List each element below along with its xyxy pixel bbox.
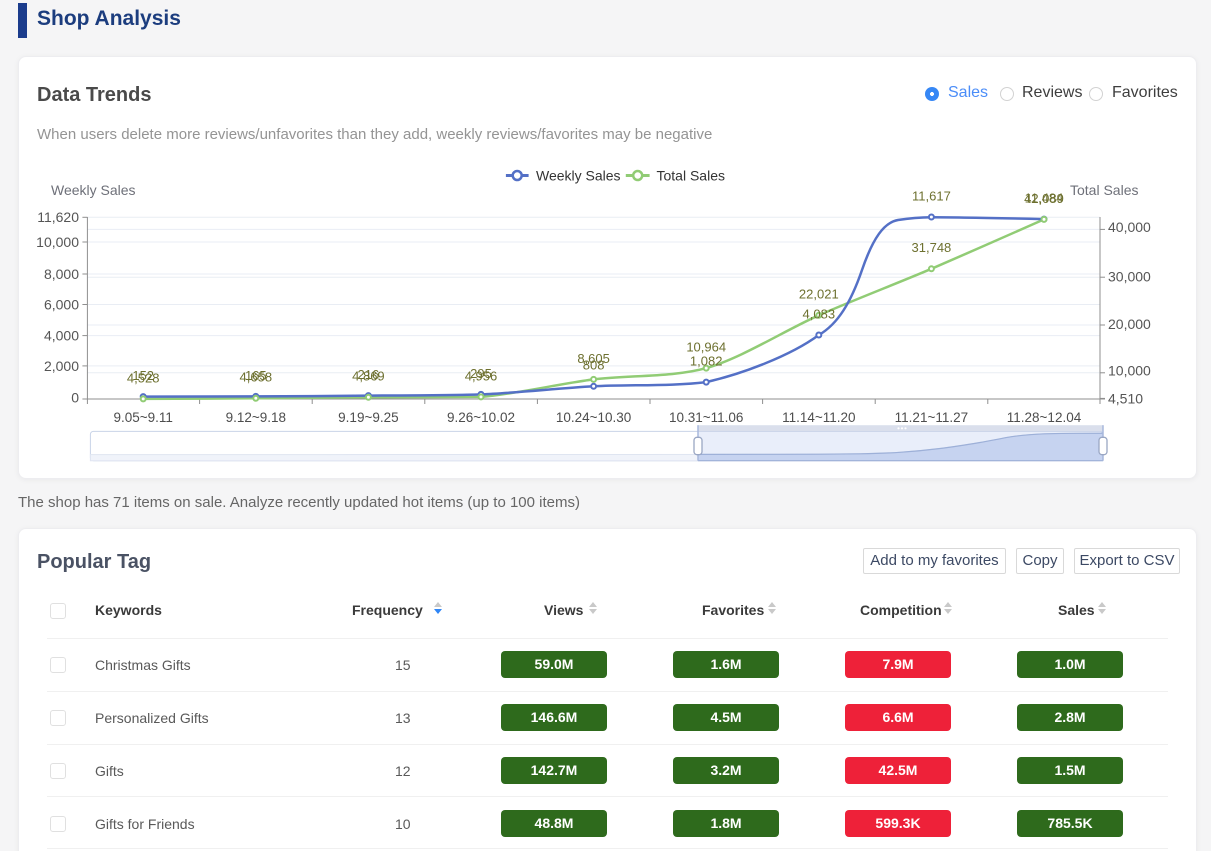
svg-text:30,000: 30,000 (1108, 269, 1151, 285)
svg-text:295: 295 (470, 366, 492, 381)
svg-text:6,000: 6,000 (44, 297, 79, 313)
svg-text:9.12~9.18: 9.12~9.18 (226, 410, 286, 425)
svg-text:4,658: 4,658 (240, 370, 273, 385)
svg-text:40,000: 40,000 (1108, 219, 1151, 235)
svg-text:9.26~10.02: 9.26~10.02 (447, 410, 515, 425)
svg-text:42,089: 42,089 (1024, 191, 1064, 206)
svg-text:0: 0 (71, 390, 79, 406)
svg-text:31,748: 31,748 (912, 240, 952, 255)
svg-text:9.19~9.25: 9.19~9.25 (338, 410, 398, 425)
svg-text:10.24~10.30: 10.24~10.30 (556, 410, 631, 425)
svg-text:8,605: 8,605 (577, 351, 610, 366)
svg-text:11,620: 11,620 (37, 209, 79, 225)
svg-text:4,956: 4,956 (465, 368, 498, 383)
svg-text:11,484: 11,484 (1025, 191, 1064, 206)
svg-text:165: 165 (245, 368, 267, 383)
svg-text:4,528: 4,528 (127, 370, 160, 385)
svg-text:11,617: 11,617 (912, 188, 951, 203)
svg-text:11.21~11.27: 11.21~11.27 (895, 410, 968, 425)
svg-text:152: 152 (132, 368, 154, 383)
svg-text:4,869: 4,869 (352, 369, 385, 384)
svg-text:Weekly Sales: Weekly Sales (536, 168, 621, 184)
svg-text:808: 808 (583, 358, 605, 373)
svg-text:10,000: 10,000 (36, 234, 79, 250)
svg-text:9.05~9.11: 9.05~9.11 (113, 410, 172, 425)
svg-text:10.31~11.06: 10.31~11.06 (669, 410, 743, 425)
svg-text:Weekly Sales: Weekly Sales (51, 182, 136, 198)
svg-text:4,510: 4,510 (1108, 390, 1143, 406)
svg-text:20,000: 20,000 (1108, 316, 1151, 332)
svg-text:2,000: 2,000 (44, 358, 79, 374)
svg-text:Total Sales: Total Sales (1070, 182, 1138, 198)
svg-text:11.28~12.04: 11.28~12.04 (1007, 410, 1082, 425)
svg-text:10,000: 10,000 (1108, 363, 1151, 379)
svg-text:11.14~11.20: 11.14~11.20 (782, 410, 855, 425)
svg-text:4,083: 4,083 (803, 306, 836, 321)
svg-text:4,000: 4,000 (44, 328, 79, 344)
svg-text:10,964: 10,964 (686, 340, 726, 355)
svg-text:1,082: 1,082 (690, 354, 723, 369)
svg-text:216: 216 (358, 367, 380, 382)
svg-text:8,000: 8,000 (44, 266, 79, 282)
svg-text:Total Sales: Total Sales (657, 168, 725, 184)
svg-text:22,021: 22,021 (799, 287, 839, 302)
